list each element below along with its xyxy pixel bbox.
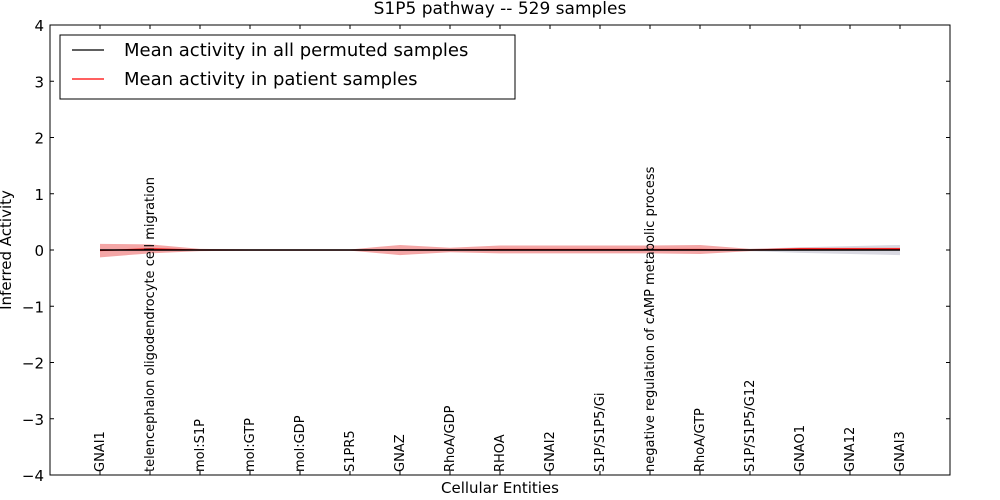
y-tick-label: 1 xyxy=(34,186,44,204)
x-tick-label: S1P/S1P5/Gi xyxy=(593,393,608,472)
x-tick-label: S1PR5 xyxy=(343,430,358,472)
y-axis-label: Inferred Activity xyxy=(0,190,15,310)
x-tick-label: mol:GTP xyxy=(243,418,258,472)
legend-label-patient: Mean activity in patient samples xyxy=(124,69,418,90)
x-axis: GNAI1 telencephalon oligodendrocyte cell … xyxy=(93,25,908,475)
x-axis-label: Cellular Entities xyxy=(441,479,559,497)
x-tick-label: S1P/S1P5/G12 xyxy=(743,380,758,472)
x-tick-label: RHOA xyxy=(493,434,508,472)
x-tick-label: GNAZ xyxy=(393,434,408,472)
x-tick-label: RhoA/GTP xyxy=(693,408,708,472)
x-tick-label: GNAI3 xyxy=(893,431,908,472)
legend-box xyxy=(59,34,516,100)
y-tick-label: 3 xyxy=(34,73,44,91)
chart-title: S1P5 pathway -- 529 samples xyxy=(374,0,627,19)
x-tick-label: mol:S1P xyxy=(193,419,208,472)
x-tick-label: negative regulation of cAMP metabolic pr… xyxy=(643,166,658,472)
x-tick-label: GNA12 xyxy=(843,427,858,472)
y-tick-label: 4 xyxy=(34,17,44,35)
y-tick-label: −4 xyxy=(22,467,44,485)
series-lines xyxy=(99,248,900,252)
legend-label-permuted: Mean activity in all permuted samples xyxy=(124,40,468,61)
x-tick-label: telencephalon oligodendrocyte cell migra… xyxy=(143,177,158,472)
x-tick-label: GNAO1 xyxy=(793,425,808,472)
x-tick-label: GNAI2 xyxy=(543,431,558,472)
y-tick-label: −3 xyxy=(22,411,44,429)
x-tick-label: GNAI1 xyxy=(93,431,108,472)
y-tick-label: −1 xyxy=(22,298,44,316)
y-axis: −4 −3 −2 −1 0 1 2 3 4 xyxy=(22,17,950,485)
legend: Mean activity in all permuted samples Me… xyxy=(59,34,516,100)
x-tick-label: RhoA/GDP xyxy=(443,405,458,472)
y-tick-label: −2 xyxy=(22,355,44,373)
y-tick-label: 0 xyxy=(34,242,44,260)
x-tick-label: mol:GDP xyxy=(293,415,308,472)
y-tick-label: 2 xyxy=(34,130,44,148)
